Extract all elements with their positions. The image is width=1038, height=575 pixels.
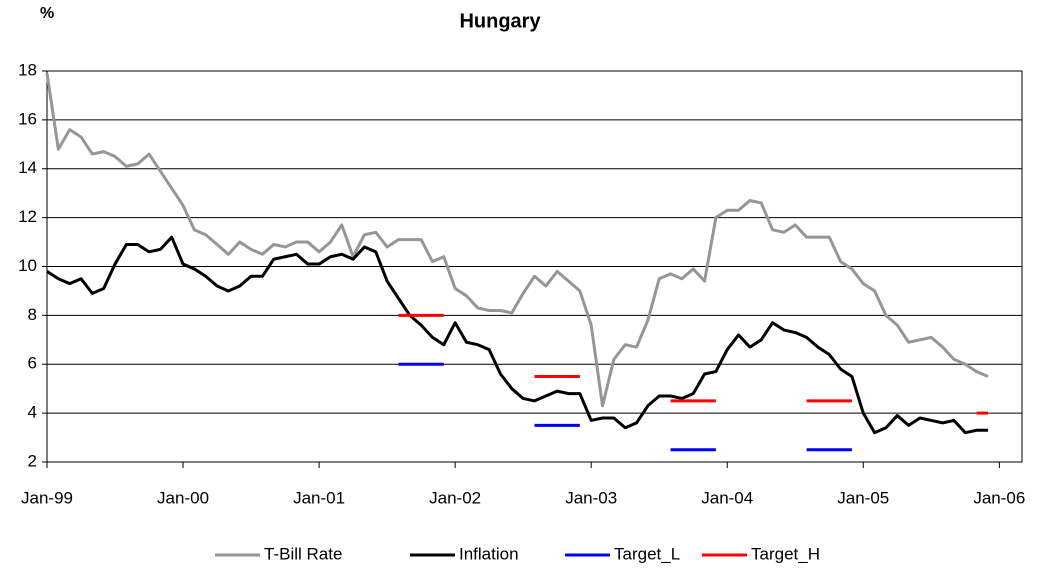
plot-border — [46, 70, 1023, 463]
legend-label: Target_H — [751, 544, 820, 563]
y-tick-label: 2 — [28, 451, 37, 470]
series-line — [398, 313, 988, 415]
y-axis-label: % — [40, 5, 54, 22]
y-tick-label: 10 — [18, 256, 37, 275]
y-tick-label: 8 — [28, 305, 37, 324]
series-line — [398, 362, 852, 452]
x-tick-label: Jan-03 — [565, 488, 617, 507]
x-tick-label: Jan-02 — [429, 488, 481, 507]
x-tick-label: Jan-04 — [701, 488, 753, 507]
x-tick-label: Jan-06 — [973, 488, 1025, 507]
y-tick-label: 12 — [18, 207, 37, 226]
y-tick-label: 14 — [18, 158, 37, 177]
series-line — [46, 235, 988, 435]
legend-label: Target_L — [614, 544, 680, 563]
chart-title: Hungary — [459, 10, 541, 32]
y-tick-label: 18 — [18, 60, 37, 79]
x-tick-label: Jan-99 — [21, 488, 73, 507]
legend-label: T-Bill Rate — [264, 544, 342, 563]
y-tick-label: 4 — [28, 403, 37, 422]
x-tick-label: Jan-05 — [837, 488, 889, 507]
series-line — [45, 73, 989, 408]
x-tick-label: Jan-00 — [157, 488, 209, 507]
y-tick-label: 16 — [18, 109, 37, 128]
x-tick-label: Jan-01 — [293, 488, 345, 507]
y-tick-label: 6 — [28, 354, 37, 373]
legend-label: Inflation — [459, 544, 519, 563]
